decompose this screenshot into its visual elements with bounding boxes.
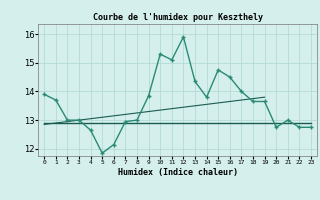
Title: Courbe de l'humidex pour Keszthely: Courbe de l'humidex pour Keszthely: [92, 13, 263, 22]
X-axis label: Humidex (Indice chaleur): Humidex (Indice chaleur): [118, 168, 238, 177]
